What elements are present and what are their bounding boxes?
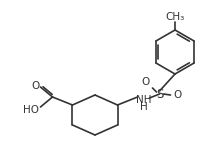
- Text: O: O: [141, 77, 150, 87]
- Text: O: O: [31, 81, 40, 91]
- Text: HO: HO: [24, 105, 39, 115]
- Text: S: S: [156, 87, 163, 100]
- Text: CH₃: CH₃: [165, 12, 185, 22]
- Text: NH: NH: [136, 95, 151, 105]
- Text: O: O: [173, 90, 182, 100]
- Text: H: H: [140, 102, 147, 112]
